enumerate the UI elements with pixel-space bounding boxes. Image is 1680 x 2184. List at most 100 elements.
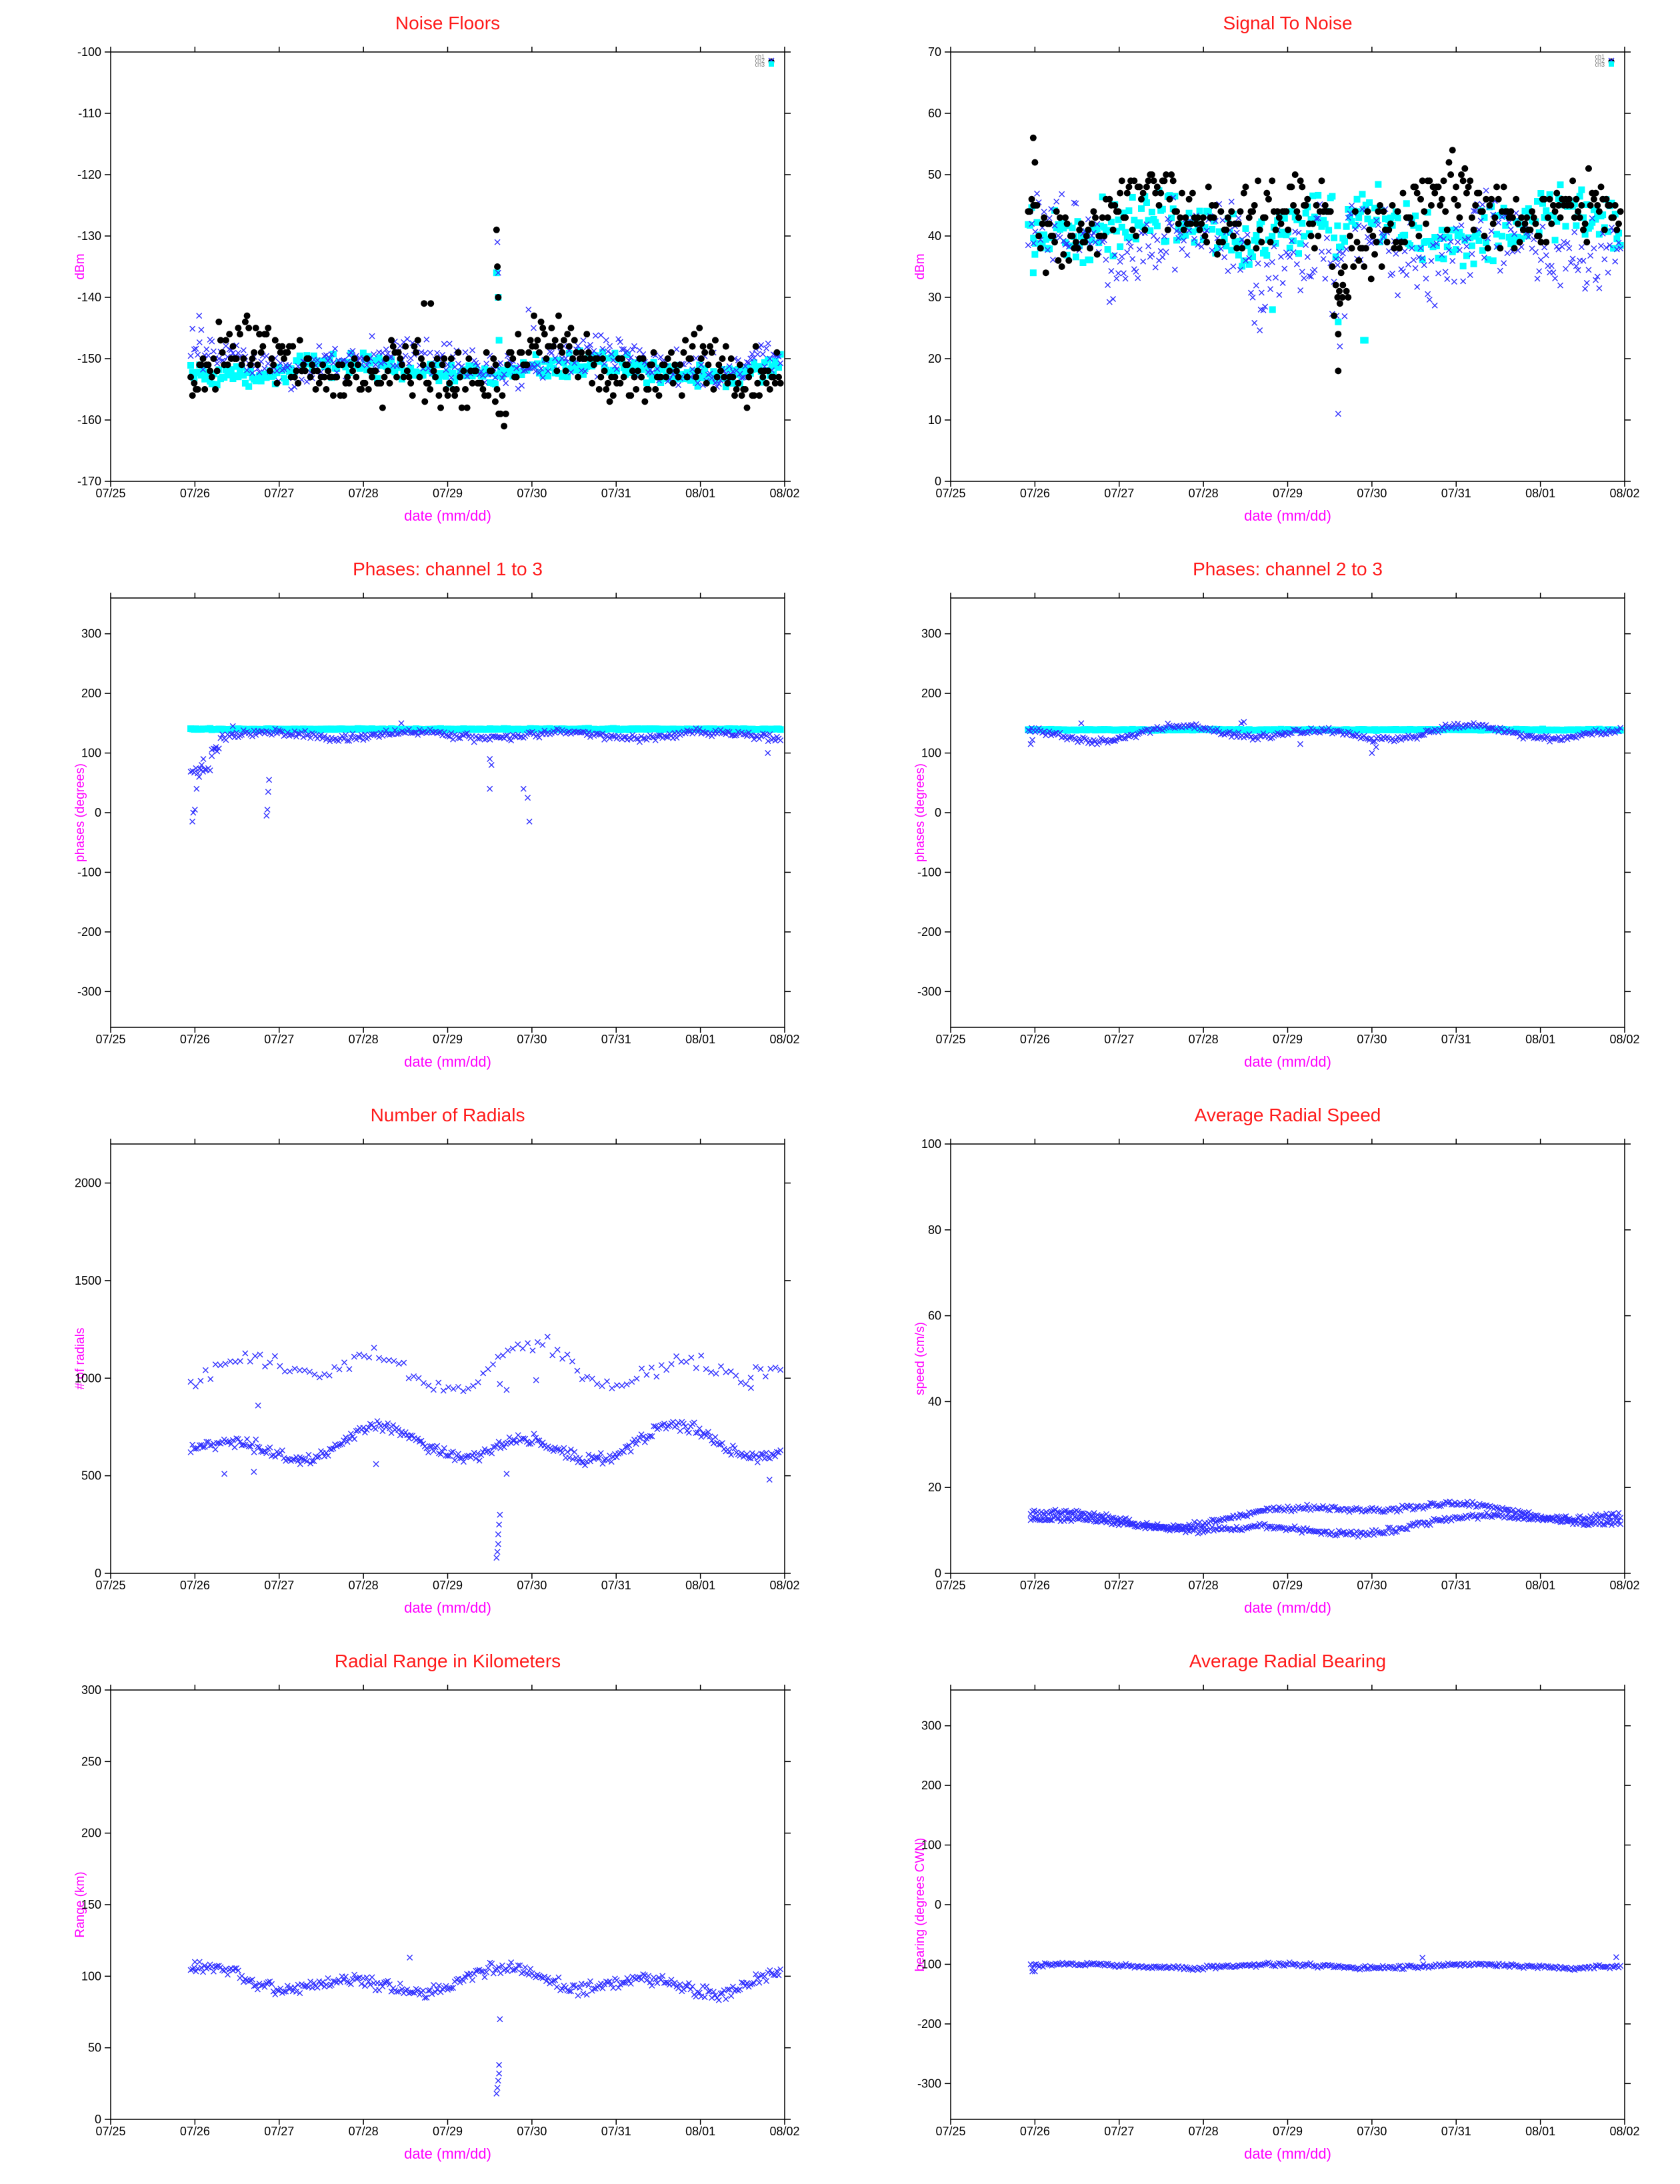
x-tick-label: 07/29 bbox=[433, 487, 463, 500]
data-point bbox=[589, 1453, 595, 1460]
data-point bbox=[1105, 1513, 1111, 1520]
data-point bbox=[1137, 195, 1145, 203]
data-point bbox=[1468, 242, 1475, 249]
data-point bbox=[599, 349, 606, 356]
data-point bbox=[534, 337, 541, 344]
data-point bbox=[208, 373, 215, 381]
data-point bbox=[1184, 252, 1191, 259]
data-point bbox=[1153, 183, 1161, 191]
data-point bbox=[724, 379, 731, 387]
data-point bbox=[1383, 239, 1391, 246]
data-point bbox=[1439, 723, 1445, 730]
data-point bbox=[1576, 193, 1583, 200]
data-point bbox=[199, 355, 207, 362]
data-point bbox=[1525, 205, 1532, 212]
data-point bbox=[758, 733, 765, 739]
data-point bbox=[495, 1541, 501, 1547]
data-point bbox=[284, 349, 291, 356]
data-point bbox=[1527, 226, 1534, 233]
data-point bbox=[1161, 177, 1168, 185]
data-point bbox=[1353, 239, 1361, 246]
x-axis-label: date (mm/dd) bbox=[404, 1599, 491, 1616]
data-point bbox=[1605, 228, 1612, 235]
data-point bbox=[232, 1359, 239, 1365]
data-point bbox=[288, 386, 295, 393]
data-point bbox=[1589, 731, 1595, 738]
data-point bbox=[1195, 1530, 1201, 1537]
data-point bbox=[1072, 239, 1079, 246]
data-point bbox=[1423, 275, 1429, 282]
data-point bbox=[733, 386, 740, 393]
data-point bbox=[1451, 279, 1457, 285]
data-point bbox=[226, 369, 233, 377]
data-point bbox=[399, 728, 405, 735]
data-point bbox=[675, 373, 682, 381]
data-point bbox=[629, 346, 636, 353]
data-point bbox=[1059, 191, 1065, 197]
data-point bbox=[420, 1380, 427, 1387]
data-point bbox=[1580, 257, 1587, 264]
data-point bbox=[1617, 208, 1624, 215]
data-point bbox=[1186, 1528, 1193, 1535]
data-point bbox=[1375, 208, 1382, 215]
data-point bbox=[265, 1979, 271, 1985]
data-point bbox=[193, 785, 200, 792]
data-point bbox=[1471, 207, 1477, 214]
data-point bbox=[469, 379, 476, 387]
data-point bbox=[541, 331, 548, 338]
data-point bbox=[298, 729, 305, 735]
x-tick-label: 07/29 bbox=[1273, 1579, 1303, 1592]
data-point bbox=[469, 373, 476, 380]
plot-frame bbox=[110, 51, 785, 482]
data-point bbox=[508, 1439, 515, 1446]
data-point bbox=[1389, 735, 1396, 742]
data-point bbox=[1129, 255, 1136, 262]
data-point bbox=[1029, 269, 1037, 277]
data-point bbox=[344, 373, 351, 381]
data-point bbox=[1332, 281, 1339, 289]
data-point bbox=[495, 1439, 502, 1445]
x-tick-label: 07/26 bbox=[180, 1033, 210, 1046]
data-point bbox=[240, 355, 247, 362]
data-point bbox=[1111, 738, 1118, 745]
data-point bbox=[296, 337, 303, 344]
data-point bbox=[1603, 731, 1609, 737]
data-point bbox=[1537, 190, 1545, 197]
data-point bbox=[321, 373, 328, 381]
data-point bbox=[1461, 1501, 1467, 1507]
data-point bbox=[1437, 1517, 1444, 1524]
data-point bbox=[491, 398, 499, 405]
data-point bbox=[442, 373, 449, 380]
data-point bbox=[1267, 239, 1274, 246]
data-point bbox=[507, 369, 515, 376]
data-point bbox=[281, 375, 288, 382]
data-point bbox=[1576, 214, 1583, 221]
data-point bbox=[695, 380, 701, 387]
data-point bbox=[1127, 243, 1134, 250]
data-point bbox=[263, 331, 270, 338]
data-point bbox=[1307, 216, 1315, 223]
data-point bbox=[648, 361, 655, 369]
data-point bbox=[1336, 287, 1343, 295]
data-points bbox=[1025, 719, 1624, 757]
data-point bbox=[1122, 735, 1129, 742]
data-point bbox=[457, 373, 464, 381]
data-point bbox=[1265, 195, 1272, 203]
data-point bbox=[1427, 1521, 1433, 1528]
data-point bbox=[1304, 1501, 1311, 1508]
data-point bbox=[1074, 218, 1081, 225]
data-point bbox=[1489, 257, 1497, 265]
data-point bbox=[212, 1446, 219, 1453]
data-point bbox=[1481, 1513, 1488, 1519]
data-point bbox=[1456, 229, 1463, 236]
data-point bbox=[1041, 231, 1048, 239]
data-point bbox=[1186, 1521, 1193, 1528]
data-point bbox=[1613, 226, 1621, 233]
data-point bbox=[1367, 275, 1375, 283]
data-point bbox=[1383, 1529, 1389, 1535]
data-point bbox=[1112, 1515, 1119, 1522]
data-point bbox=[1288, 237, 1295, 244]
data-point bbox=[536, 369, 543, 376]
signal-to-noise-chart: Signal To Noise date (mm/dd) dBm 0 10 20 30 40 5… bbox=[840, 0, 1680, 546]
y-tick-label: 50 bbox=[88, 2041, 101, 2055]
